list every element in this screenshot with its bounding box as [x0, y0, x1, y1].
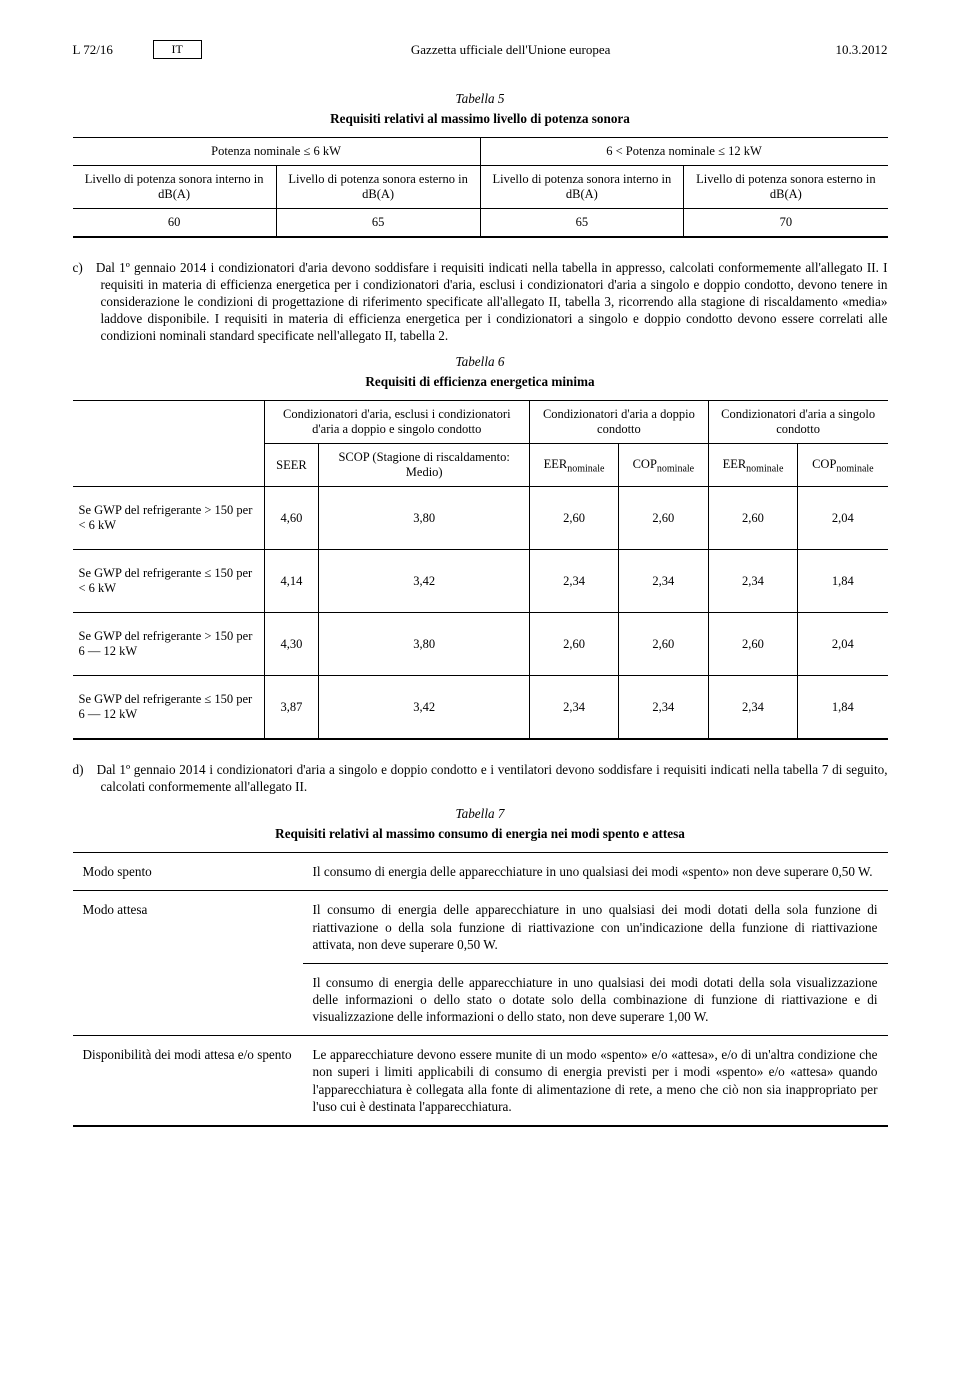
table-row: Se GWP del refrigerante > 150 per < 6 kW… [73, 487, 888, 550]
t6-r2-v0: 4,30 [264, 613, 319, 676]
t7-r0-text: Il consumo di energia delle apparecchiat… [303, 853, 888, 891]
t6-r0-v3: 2,60 [618, 487, 708, 550]
t6-groupC: Condizionatori d'aria a singolo condotto [708, 401, 887, 444]
t6-r3-v0: 3,87 [264, 676, 319, 740]
t6-sC2: COPnominale [798, 444, 888, 487]
t6-blank [73, 401, 265, 487]
table5: Potenza nominale ≤ 6 kW 6 < Potenza nomi… [73, 137, 888, 238]
t6-r3-v4: 2,34 [708, 676, 797, 740]
t6-r1-label: Se GWP del refrigerante ≤ 150 per < 6 kW [73, 550, 265, 613]
t5-col4: Livello di potenza sonora esterno in dB(… [684, 166, 888, 209]
t6-r1-v5: 1,84 [798, 550, 888, 613]
t6-r0-v0: 4,60 [264, 487, 319, 550]
t6-sB2: COPnominale [618, 444, 708, 487]
table-row: Modo spento Il consumo di energia delle … [73, 853, 888, 891]
t6-sB1-txt: EER [544, 457, 568, 471]
t6-sC1-sub: nominale [746, 463, 783, 474]
t6-sB1-sub: nominale [567, 463, 604, 474]
t6-r2-v3: 2,60 [618, 613, 708, 676]
t6-r1-v1: 3,42 [319, 550, 530, 613]
t5-col1: Livello di potenza sonora interno in dB(… [73, 166, 277, 209]
t6-groupA: Condizionatori d'aria, esclusi i condizi… [264, 401, 530, 444]
t5-v1: 60 [73, 209, 277, 238]
t5-group-b: 6 < Potenza nominale ≤ 12 kW [480, 138, 888, 166]
t6-sC1-txt: EER [723, 457, 747, 471]
t7-r1-text: Il consumo di energia delle apparecchiat… [303, 891, 888, 963]
t6-r3-label: Se GWP del refrigerante ≤ 150 per 6 — 12… [73, 676, 265, 740]
paragraph-c: c) Dal 1º gennaio 2014 i condizionatori … [73, 260, 888, 344]
table6-caption: Tabella 6 [73, 354, 888, 370]
t7-r3-text: Le apparecchiature devono essere munite … [303, 1036, 888, 1126]
t6-r1-v0: 4,14 [264, 550, 319, 613]
t6-r0-v4: 2,60 [708, 487, 797, 550]
t7-r1-label: Modo attesa [73, 891, 303, 963]
t6-groupB: Condizionatori d'aria a doppio condotto [530, 401, 709, 444]
paragraph-d: d) Dal 1º gennaio 2014 i condizionatori … [73, 762, 888, 796]
t6-r0-v1: 3,80 [319, 487, 530, 550]
t6-r1-v4: 2,34 [708, 550, 797, 613]
table5-caption: Tabella 5 [73, 91, 888, 107]
t5-group-a: Potenza nominale ≤ 6 kW [73, 138, 481, 166]
t6-sB1: EERnominale [530, 444, 619, 487]
t6-r0-v2: 2,60 [530, 487, 619, 550]
page-header: L 72/16 IT Gazzetta ufficiale dell'Union… [73, 40, 888, 59]
t6-sC2-txt: COP [812, 457, 836, 471]
table7: Modo spento Il consumo di energia delle … [73, 852, 888, 1127]
t6-r3-v1: 3,42 [319, 676, 530, 740]
t6-r2-v5: 2,04 [798, 613, 888, 676]
t6-r2-v1: 3,80 [319, 613, 530, 676]
table7-caption: Tabella 7 [73, 806, 888, 822]
t5-col2: Livello di potenza sonora esterno in dB(… [276, 166, 480, 209]
t7-r3-label: Disponibilità dei modi attesa e/o spento [73, 1036, 303, 1126]
t5-v2: 65 [276, 209, 480, 238]
table-row: Se GWP del refrigerante ≤ 150 per < 6 kW… [73, 550, 888, 613]
t6-r1-v2: 2,34 [530, 550, 619, 613]
table-row: Se GWP del refrigerante ≤ 150 per 6 — 12… [73, 676, 888, 740]
t6-r0-v5: 2,04 [798, 487, 888, 550]
t6-r2-v2: 2,60 [530, 613, 619, 676]
header-center: Gazzetta ufficiale dell'Unione europea [214, 42, 808, 58]
t6-r3-v3: 2,34 [618, 676, 708, 740]
t6-r2-v4: 2,60 [708, 613, 797, 676]
t5-v3: 65 [480, 209, 684, 238]
t6-r0-label: Se GWP del refrigerante > 150 per < 6 kW [73, 487, 265, 550]
t6-sC1: EERnominale [708, 444, 797, 487]
header-left: L 72/16 [73, 42, 153, 58]
t6-sA2: SCOP (Stagione di riscaldamento: Medio) [319, 444, 530, 487]
table6-title: Requisiti di efficienza energetica minim… [73, 374, 888, 390]
t6-r3-v5: 1,84 [798, 676, 888, 740]
t5-v4: 70 [684, 209, 888, 238]
table-row: Disponibilità dei modi attesa e/o spento… [73, 1036, 888, 1126]
table-row: Se GWP del refrigerante > 150 per 6 — 12… [73, 613, 888, 676]
header-right: 10.3.2012 [808, 42, 888, 58]
table-row: Modo attesa Il consumo di energia delle … [73, 891, 888, 963]
table-row: Il consumo di energia delle apparecchiat… [73, 963, 888, 1035]
header-lang-badge: IT [153, 40, 202, 59]
t6-sC2-sub: nominale [836, 463, 873, 474]
page: L 72/16 IT Gazzetta ufficiale dell'Union… [1, 0, 960, 1187]
table6: Condizionatori d'aria, esclusi i condizi… [73, 400, 888, 740]
t5-col3: Livello di potenza sonora interno in dB(… [480, 166, 684, 209]
t6-sB2-sub: nominale [657, 463, 694, 474]
t7-r0-label: Modo spento [73, 853, 303, 891]
table5-title: Requisiti relativi al massimo livello di… [73, 111, 888, 127]
t6-r1-v3: 2,34 [618, 550, 708, 613]
t6-sB2-txt: COP [633, 457, 657, 471]
t6-r2-label: Se GWP del refrigerante > 150 per 6 — 12… [73, 613, 265, 676]
t6-sA1: SEER [264, 444, 319, 487]
table7-title: Requisiti relativi al massimo consumo di… [73, 826, 888, 842]
t7-r2-label [73, 963, 303, 1035]
t6-r3-v2: 2,34 [530, 676, 619, 740]
t7-r2-text: Il consumo di energia delle apparecchiat… [303, 963, 888, 1035]
